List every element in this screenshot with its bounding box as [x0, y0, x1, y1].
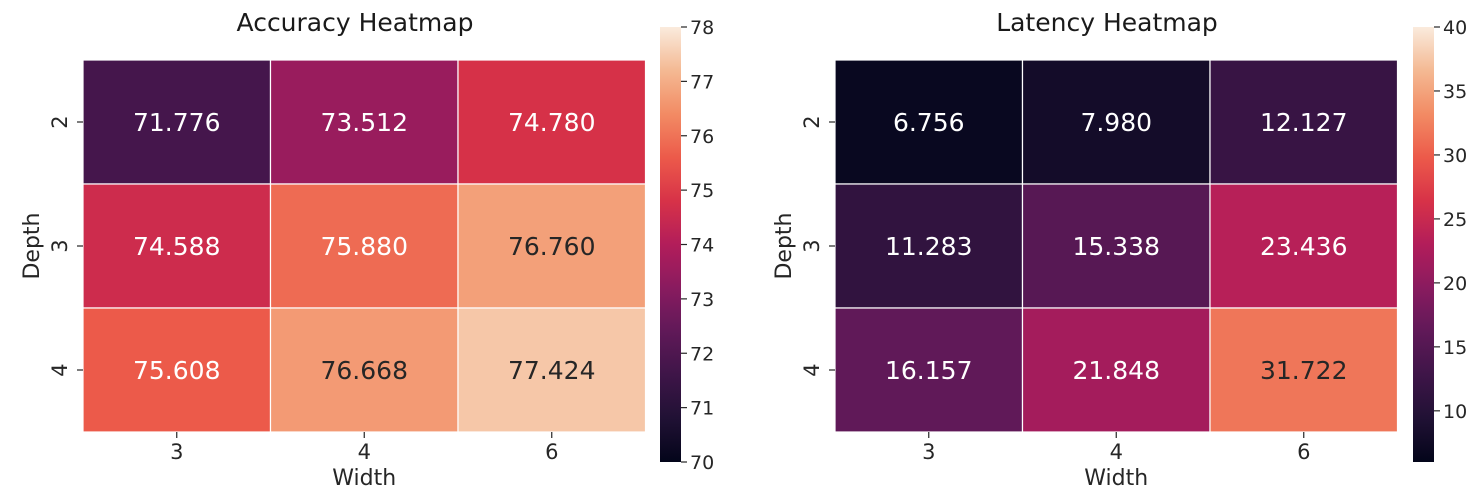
- x-axis-label: Width: [1084, 466, 1148, 491]
- cell-value-label: 75.608: [133, 356, 220, 385]
- colorbar-tick-label: 73: [690, 289, 714, 311]
- cell-value-label: 12.127: [1260, 108, 1347, 137]
- heatmap-cell: [269, 183, 459, 309]
- x-tick-label: 4: [358, 440, 371, 464]
- colorbar: [1413, 27, 1434, 462]
- x-axis-label: Width: [332, 466, 396, 491]
- colorbar-tick-label: 76: [690, 126, 714, 148]
- cell-value-label: 76.668: [321, 356, 408, 385]
- cell-value-label: 77.424: [508, 356, 595, 385]
- cell-value-label: 6.756: [893, 108, 965, 137]
- colorbar-tick-label: 75: [690, 180, 714, 202]
- x-tick-label: 3: [170, 440, 183, 464]
- heatmap-cell: [1209, 183, 1399, 309]
- colorbar-tick-label: 15: [1443, 337, 1467, 359]
- x-tick-label: 6: [545, 440, 558, 464]
- y-tick-label: 3: [48, 239, 72, 252]
- colorbar-tick-label: 35: [1443, 81, 1467, 103]
- y-tick-label: 3: [800, 239, 824, 252]
- y-tick-label: 4: [800, 363, 824, 376]
- cell-value-label: 75.880: [321, 232, 408, 261]
- colorbar-tick-label: 72: [690, 343, 714, 365]
- x-tick-label: 4: [1110, 440, 1123, 464]
- heatmap-cell: [1209, 59, 1399, 185]
- y-axis-label: Depth: [772, 212, 797, 279]
- cell-value-label: 73.512: [321, 108, 408, 137]
- heatmap-cell: [1021, 183, 1211, 309]
- y-tick-label: 2: [800, 115, 824, 128]
- y-axis-label: Depth: [20, 212, 45, 279]
- heatmap-cell: [457, 59, 647, 185]
- cell-value-label: 74.588: [133, 232, 220, 261]
- cell-value-label: 7.980: [1080, 108, 1152, 137]
- cell-value-label: 15.338: [1073, 232, 1160, 261]
- heatmap-cell: [457, 183, 647, 309]
- colorbar-tick-label: 74: [690, 235, 714, 257]
- heatmap-cell: [82, 183, 272, 309]
- y-tick-label: 4: [48, 363, 72, 376]
- heatmap-chart-1: Latency Heatmap 6.756 7.980 12.127 11.283 15.…: [772, 8, 1467, 491]
- colorbar-tick-label: 70: [690, 452, 714, 474]
- colorbar: [660, 27, 681, 462]
- heatmap-cell: [269, 307, 459, 433]
- colorbar-tick-label: 40: [1443, 17, 1467, 39]
- heatmap-cell: [834, 59, 1024, 185]
- cell-value-label: 21.848: [1073, 356, 1160, 385]
- heatmap-cell: [1021, 59, 1211, 185]
- cell-value-label: 16.157: [885, 356, 972, 385]
- cell-value-label: 31.722: [1260, 356, 1347, 385]
- y-tick-label: 2: [48, 115, 72, 128]
- cell-value-label: 76.760: [508, 232, 595, 261]
- colorbar-tick-label: 77: [690, 71, 714, 93]
- heatmap-cell: [1209, 307, 1399, 433]
- cell-value-label: 71.776: [133, 108, 220, 137]
- colorbar-tick-label: 20: [1443, 273, 1467, 295]
- x-tick-label: 3: [922, 440, 935, 464]
- chart-title: Accuracy Heatmap: [237, 8, 474, 37]
- colorbar-tick-label: 10: [1443, 401, 1467, 423]
- heatmap-cell: [269, 59, 459, 185]
- cell-value-label: 74.780: [508, 108, 595, 137]
- heatmap-cell: [1021, 307, 1211, 433]
- cell-value-label: 11.283: [885, 232, 972, 261]
- heatmap-cell: [82, 59, 272, 185]
- colorbar-tick-label: 78: [690, 17, 714, 39]
- chart-title: Latency Heatmap: [996, 8, 1218, 37]
- x-tick-label: 6: [1297, 440, 1310, 464]
- heatmap-chart-0: Accuracy Heatmap 71.776 73.512 74.780 74.588…: [20, 8, 714, 491]
- cell-value-label: 23.436: [1260, 232, 1347, 261]
- colorbar-tick-label: 25: [1443, 209, 1467, 231]
- colorbar-tick-label: 71: [690, 398, 714, 420]
- colorbar-tick-label: 30: [1443, 145, 1467, 167]
